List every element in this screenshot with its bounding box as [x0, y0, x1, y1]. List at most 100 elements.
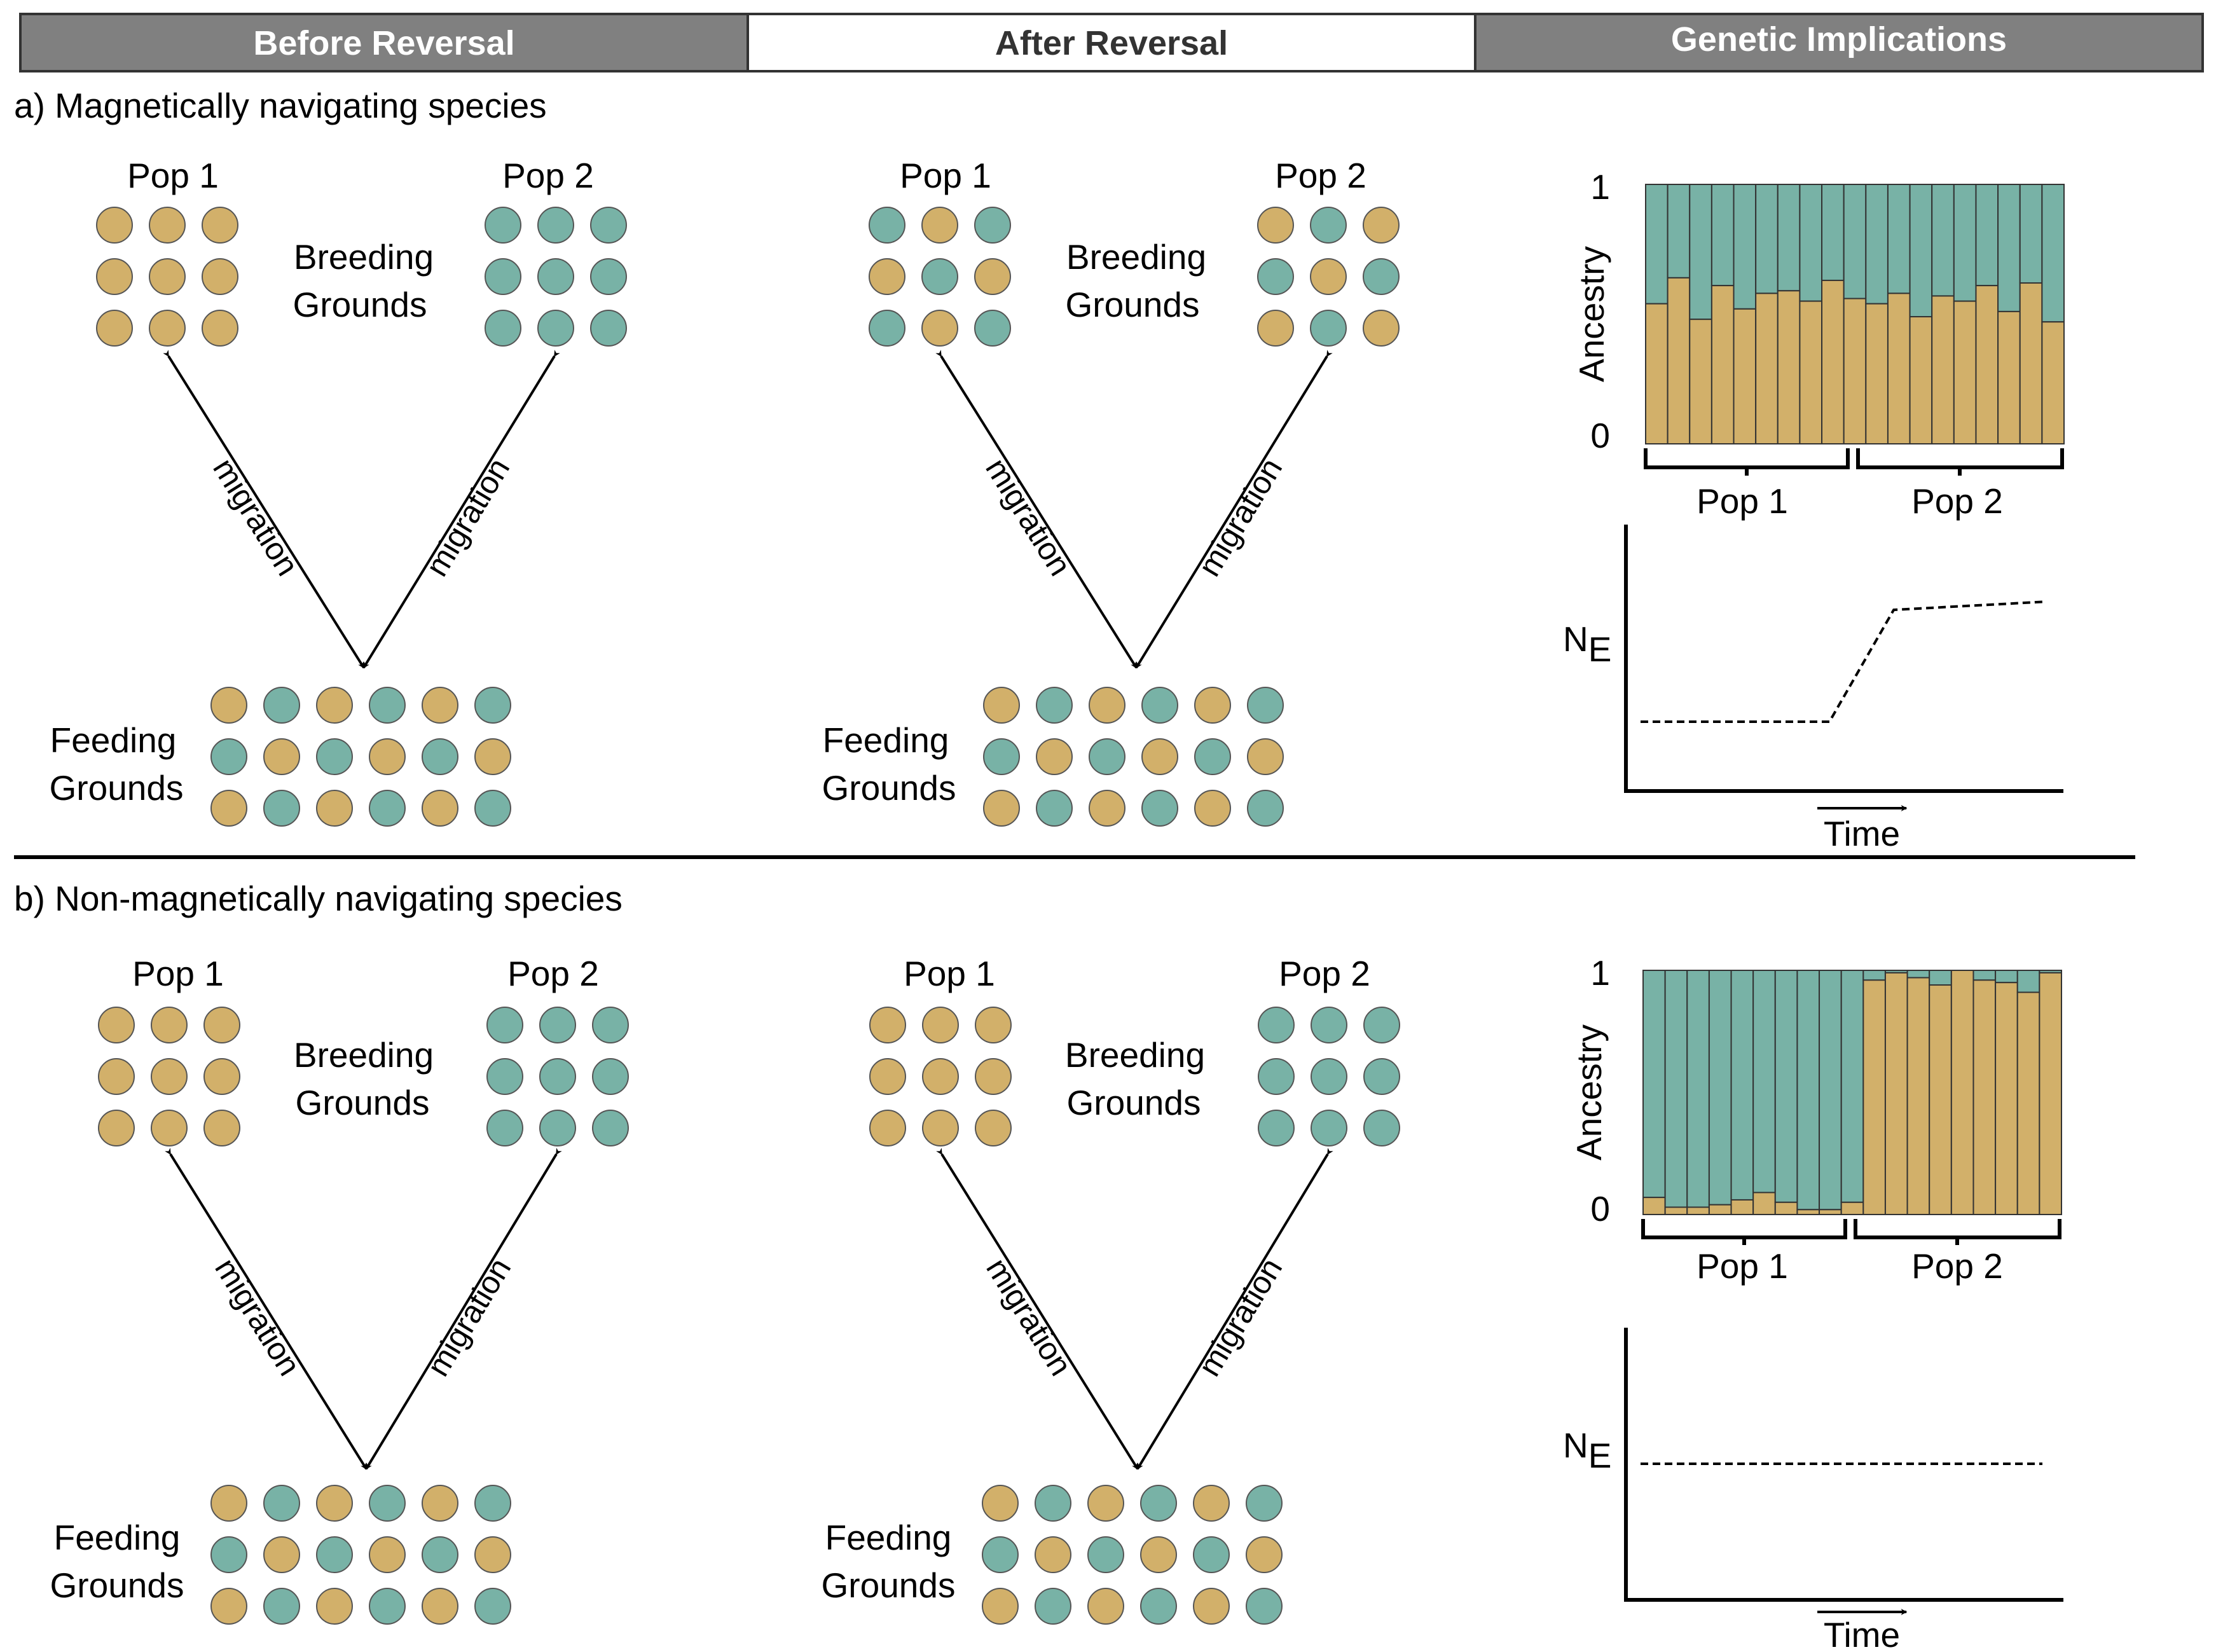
ancestry-y-label: Ancestry	[1572, 246, 1611, 382]
ancestry-bar-teal	[1686, 970, 1710, 1208]
panel-b: b) Non-magnetically navigating species P…	[14, 879, 2063, 1652]
individual-teal	[474, 790, 511, 827]
pop2-label: Pop 2	[502, 156, 594, 195]
individual-gold	[263, 1536, 300, 1573]
individual-gold	[1193, 1588, 1230, 1625]
individual-teal	[1141, 687, 1178, 724]
pop2-label: Pop 2	[507, 954, 599, 993]
individual-teal	[590, 310, 627, 347]
individual-gold	[316, 1485, 353, 1522]
ancestry-bar-gold	[1972, 979, 1997, 1215]
pop2-individuals	[1257, 207, 1400, 347]
feeding-individuals	[210, 687, 511, 827]
ancestry-bar-teal	[1821, 184, 1845, 281]
pop1-group-label: Pop 1	[1697, 481, 1788, 521]
feeding-grounds-label: Feeding	[54, 1518, 181, 1557]
migration-label-right: migration	[1191, 452, 1289, 582]
panel-a-before: Pop 1 Pop 2 Breeding Grounds migration m…	[50, 156, 627, 827]
individual-teal	[982, 1536, 1019, 1573]
migration-arrow-right	[365, 1148, 562, 1470]
individual-gold	[422, 1588, 458, 1625]
ancestry-bar-gold	[1799, 300, 1823, 444]
pop1-label: Pop 1	[904, 954, 995, 993]
pop2-group-label: Pop 2	[1911, 1246, 2003, 1286]
time-label: Time	[1824, 1615, 1900, 1652]
individual-gold	[263, 738, 300, 775]
ancestry-bar-gold	[1774, 1201, 1798, 1216]
individual-teal	[1311, 1007, 1347, 1043]
ancestry-bar-teal	[1774, 970, 1798, 1203]
pop2-individuals	[485, 207, 627, 347]
pop1-bracket	[1644, 448, 1850, 476]
migration-arrow-right	[1136, 1148, 1333, 1470]
ancestry-bar-teal	[1645, 184, 1669, 305]
header-bar: Before Reversal After Reversal Genetic I…	[19, 13, 2204, 72]
ancestry-bar-teal	[1755, 184, 1779, 294]
individual-teal	[1194, 738, 1231, 775]
individual-teal	[263, 1485, 300, 1522]
individual-teal	[1247, 687, 1284, 724]
ancestry-chart	[1642, 970, 2062, 1216]
breeding-grounds-label: Grounds	[1067, 1083, 1201, 1122]
ne-line	[1641, 600, 2043, 724]
panel-b-after: Pop 1 Pop 2 Breeding Grounds migration m…	[822, 954, 1400, 1625]
ancestry-bar-teal	[1777, 184, 1801, 292]
individual-gold	[210, 790, 247, 827]
individual-gold	[203, 1007, 240, 1043]
pop1-label: Pop 1	[132, 954, 224, 993]
individual-gold	[1140, 1536, 1177, 1573]
ne-y-label: NE	[1563, 1426, 1611, 1475]
individual-teal	[1140, 1588, 1177, 1625]
panel-a-after: Pop 1 Pop 2 Breeding Grounds migration m…	[822, 156, 1400, 827]
individual-gold	[422, 687, 458, 724]
individual-gold	[474, 738, 511, 775]
individual-gold	[1194, 687, 1231, 724]
ancestry-bar-teal	[1887, 184, 1911, 294]
ancestry-bar-gold	[1708, 1204, 1732, 1216]
ne-y-label: NE	[1563, 619, 1611, 669]
ancestry-bar-teal	[1689, 184, 1712, 320]
ancestry-bar-teal	[1733, 184, 1757, 310]
ancestry-bar-teal	[1730, 970, 1754, 1201]
ancestry-bar-teal	[1862, 970, 1886, 981]
ancestry-bar-teal	[1840, 970, 1864, 1203]
individual-teal	[1363, 1007, 1400, 1043]
individual-teal	[369, 1588, 406, 1625]
individual-teal	[1310, 207, 1347, 244]
header-genetic-box	[1474, 13, 2204, 72]
individual-gold	[202, 207, 238, 244]
individual-gold	[474, 1536, 511, 1573]
individual-gold	[975, 1007, 1012, 1043]
individual-teal	[1258, 1007, 1295, 1043]
individual-teal	[974, 207, 1011, 244]
individual-gold	[98, 1110, 135, 1146]
ancestry-bar-gold	[1730, 1199, 1754, 1215]
pop1-label: Pop 1	[900, 156, 991, 195]
individual-gold	[1089, 790, 1125, 827]
ancestry-bar-teal	[1975, 184, 1999, 287]
ancestry-bar-gold	[1865, 303, 1889, 444]
individual-teal	[1363, 1058, 1400, 1095]
individual-teal	[1036, 790, 1073, 827]
individual-gold	[1363, 310, 1400, 347]
individual-gold	[869, 258, 905, 295]
ancestry-bar-teal	[1796, 970, 1820, 1211]
individual-gold	[1141, 738, 1178, 775]
breeding-grounds-label: Grounds	[296, 1083, 430, 1122]
migration-arrow-left	[163, 350, 365, 669]
individual-teal	[1246, 1485, 1283, 1522]
ancestry-bar-teal	[1642, 970, 1666, 1199]
ancestry-bar-teal	[1995, 970, 2018, 984]
ancestry-bar-teal	[1819, 970, 1842, 1211]
pop1-label: Pop 1	[127, 156, 219, 195]
ancestry-bar-teal	[1909, 184, 1933, 318]
individual-teal	[474, 687, 511, 724]
pop2-individuals	[1258, 1007, 1400, 1146]
ancestry-bar-gold	[1887, 293, 1911, 444]
individual-gold	[316, 1588, 353, 1625]
ancestry-bar-gold	[1929, 984, 1952, 1216]
individual-gold	[1194, 790, 1231, 827]
breeding-grounds-label: Breeding	[1065, 1035, 1205, 1075]
ne-axes	[1624, 1328, 2063, 1602]
